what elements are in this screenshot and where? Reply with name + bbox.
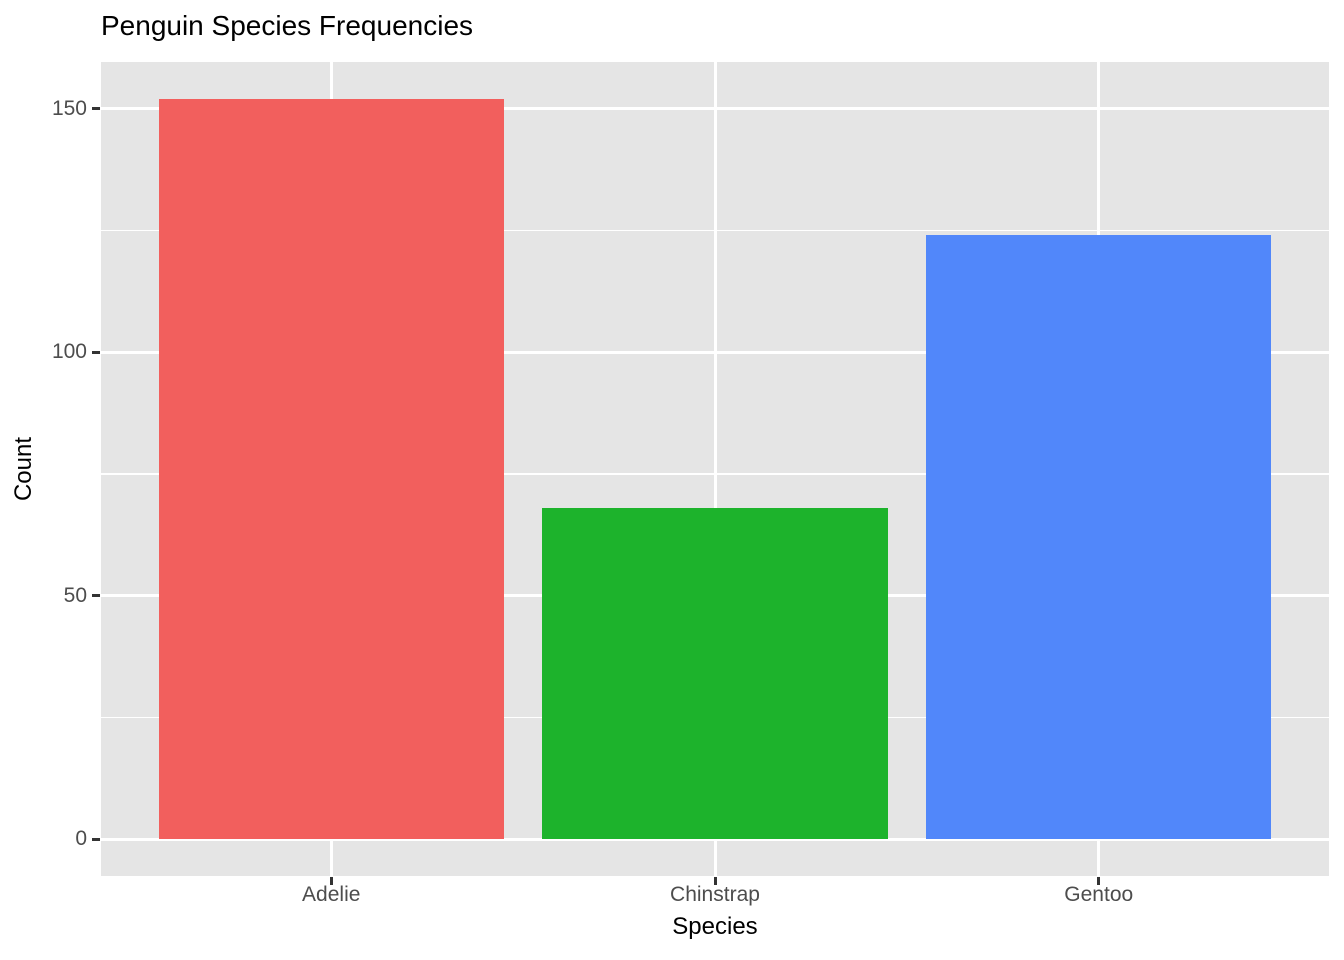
x-tick-mark-adelie xyxy=(329,877,333,885)
y-tick-mark-50 xyxy=(92,594,100,598)
x-tick-label-gentoo: Gentoo xyxy=(1064,883,1134,906)
bar-gentoo xyxy=(926,235,1272,839)
x-major-gridline-chinstrap xyxy=(713,62,717,876)
y-tick-mark-150 xyxy=(92,107,100,111)
bar-adelie xyxy=(158,99,504,839)
y-tick-mark-0 xyxy=(92,837,100,841)
y-axis-title: Count xyxy=(10,436,37,502)
x-axis-title: Species xyxy=(672,913,758,940)
y-tick-label-50: 50 xyxy=(63,583,87,607)
chart-title: Penguin Species Frequencies xyxy=(101,10,474,41)
x-tick-label-chinstrap: Chinstrap xyxy=(670,883,760,906)
x-tick-mark-chinstrap xyxy=(713,877,717,885)
y-tick-mark-100 xyxy=(92,350,100,354)
bar-chinstrap xyxy=(542,507,888,839)
x-tick-label-adelie: Adelie xyxy=(302,883,361,906)
x-tick-mark-gentoo xyxy=(1097,877,1101,885)
y-tick-label-100: 100 xyxy=(51,340,87,364)
y-tick-label-0: 0 xyxy=(75,827,87,850)
y-tick-label-150: 150 xyxy=(51,96,87,120)
